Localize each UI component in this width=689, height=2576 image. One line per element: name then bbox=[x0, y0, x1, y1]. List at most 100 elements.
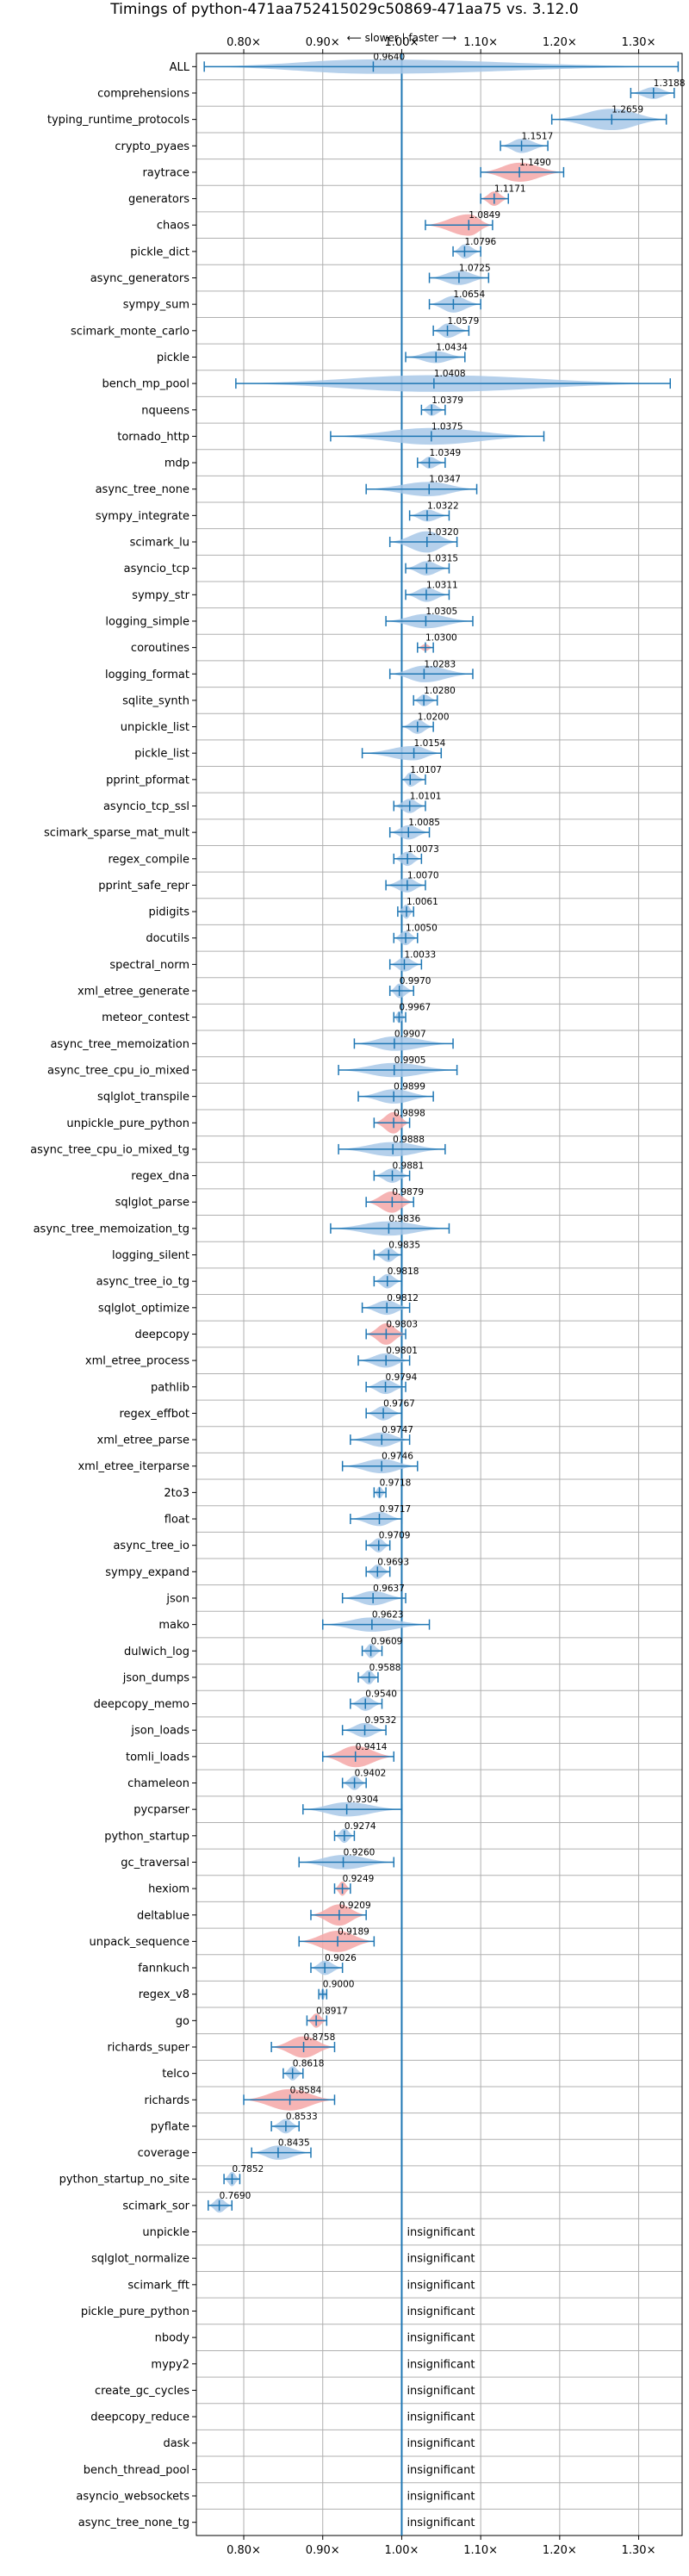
benchmark-label: logging_simple bbox=[105, 615, 189, 628]
benchmark-label: regex_compile bbox=[108, 853, 189, 866]
benchmark-label: bench_mp_pool bbox=[102, 378, 189, 391]
benchmark-label: sqlglot_transpile bbox=[97, 1091, 189, 1104]
benchmark-label: regex_effbot bbox=[119, 1408, 189, 1421]
value-label: 0.9970 bbox=[400, 976, 431, 986]
benchmark-label: pycparser bbox=[133, 1804, 189, 1817]
benchmark-label: mypy2 bbox=[151, 2358, 189, 2371]
value-label: 0.9026 bbox=[325, 1953, 357, 1963]
benchmark-label: typing_runtime_protocols bbox=[47, 114, 189, 127]
benchmark-label: fannkuch bbox=[138, 1963, 189, 1976]
value-label: 0.9637 bbox=[373, 1584, 405, 1594]
value-label: 0.9835 bbox=[388, 1241, 420, 1251]
value-label: 1.0280 bbox=[424, 686, 456, 696]
benchmark-label: async_tree_none_tg bbox=[78, 2517, 189, 2529]
benchmark-label: asyncio_tcp bbox=[124, 563, 189, 576]
value-label: 0.9000 bbox=[323, 1980, 355, 1990]
value-label: 1.1171 bbox=[494, 184, 526, 195]
value-label: 1.0050 bbox=[406, 924, 438, 934]
value-label: 0.9879 bbox=[392, 1187, 424, 1198]
benchmark-label: unpack_sequence bbox=[89, 1936, 189, 1949]
benchmark-label: asyncio_tcp_ssl bbox=[103, 800, 189, 813]
value-label: 1.0283 bbox=[424, 659, 456, 669]
benchmark-label: json_dumps bbox=[122, 1671, 189, 1684]
x-tick-label-top: 1.00× bbox=[385, 36, 419, 49]
benchmark-label: comprehensions bbox=[97, 87, 189, 100]
benchmark-label: deepcopy_reduce bbox=[90, 2411, 189, 2424]
value-label: 0.8584 bbox=[290, 2085, 322, 2095]
value-label: 0.9588 bbox=[369, 1663, 401, 1673]
value-label: 0.9881 bbox=[393, 1161, 425, 1172]
benchmark-label: ALL bbox=[170, 61, 190, 74]
value-label: 0.9905 bbox=[394, 1055, 426, 1066]
value-label: 1.0085 bbox=[408, 818, 440, 828]
x-tick-label-top: 1.10× bbox=[463, 36, 498, 49]
benchmark-label: pprint_safe_repr bbox=[98, 880, 189, 893]
benchmark-label: async_generators bbox=[90, 272, 190, 285]
value-label: 0.7852 bbox=[232, 2164, 264, 2175]
value-label: 0.9209 bbox=[339, 1901, 371, 1911]
value-label: 1.0311 bbox=[426, 580, 458, 590]
value-label: 0.9402 bbox=[355, 1769, 387, 1779]
benchmark-label: python_startup bbox=[104, 1830, 189, 1843]
value-label: 1.0849 bbox=[469, 210, 500, 221]
value-label: 1.0061 bbox=[407, 897, 438, 907]
benchmark-label: crypto_pyaes bbox=[115, 140, 189, 153]
insignificant-label: insignificant bbox=[407, 2358, 475, 2371]
value-label: 0.9747 bbox=[382, 1425, 413, 1435]
value-label: 1.0154 bbox=[414, 738, 446, 749]
x-tick-label-bottom: 1.30× bbox=[622, 2544, 656, 2557]
benchmark-label: 2to3 bbox=[164, 1487, 189, 1500]
benchmark-label: logging_silent bbox=[112, 1249, 189, 1262]
benchmark-label: chameleon bbox=[127, 1777, 189, 1790]
value-label: 1.0349 bbox=[429, 448, 461, 458]
value-label: 0.9767 bbox=[383, 1398, 415, 1409]
value-label: 0.9640 bbox=[373, 52, 405, 62]
benchmark-label: scimark_monte_carlo bbox=[71, 325, 189, 338]
value-label: 1.0315 bbox=[426, 554, 458, 564]
benchmark-label: tornado_http bbox=[117, 431, 189, 444]
benchmark-label: scimark_sor bbox=[122, 2200, 189, 2212]
x-tick-label-bottom: 0.90× bbox=[306, 2544, 340, 2557]
insignificant-label: insignificant bbox=[407, 2332, 475, 2345]
benchmark-label: docutils bbox=[146, 932, 189, 945]
insignificant-label: insignificant bbox=[407, 2464, 475, 2477]
insignificant-label: insignificant bbox=[407, 2305, 475, 2318]
value-label: 1.0654 bbox=[453, 289, 485, 300]
benchmark-label: async_tree_memoization_tg bbox=[34, 1223, 189, 1235]
benchmark-label: sympy_str bbox=[132, 589, 189, 602]
benchmark-label: pprint_pformat bbox=[106, 774, 189, 787]
insignificant-label: insignificant bbox=[407, 2279, 475, 2292]
value-label: 1.0434 bbox=[436, 342, 468, 352]
value-label: 0.9540 bbox=[365, 1689, 397, 1700]
value-label: 1.0320 bbox=[427, 527, 459, 538]
benchmark-label: pickle_dict bbox=[130, 246, 189, 258]
benchmark-label: mako bbox=[158, 1619, 189, 1632]
benchmark-label: sqlglot_parse bbox=[115, 1197, 189, 1210]
value-label: 0.9532 bbox=[365, 1715, 397, 1726]
value-label: 0.9888 bbox=[393, 1135, 425, 1145]
x-tick-label-top: 1.20× bbox=[543, 36, 577, 49]
value-label: 0.9304 bbox=[347, 1795, 379, 1805]
value-label: 0.8533 bbox=[286, 2112, 318, 2122]
value-label: 1.0101 bbox=[410, 791, 442, 801]
benchmark-label: coverage bbox=[138, 2147, 189, 2160]
value-label: 0.9414 bbox=[356, 1742, 388, 1752]
insignificant-label: insignificant bbox=[407, 2411, 475, 2424]
insignificant-label: insignificant bbox=[407, 2517, 475, 2529]
benchmark-label: dask bbox=[163, 2437, 189, 2450]
value-label: 1.0070 bbox=[407, 870, 439, 880]
x-tick-label-bottom: 0.80× bbox=[227, 2544, 261, 2557]
benchmark-label: pickle_list bbox=[134, 748, 189, 761]
value-label: 0.7690 bbox=[220, 2191, 251, 2201]
benchmark-label: xml_etree_generate bbox=[78, 986, 189, 999]
benchmark-label: hexiom bbox=[148, 1883, 189, 1896]
value-label: 1.1517 bbox=[522, 131, 554, 141]
benchmark-label: telco bbox=[162, 2068, 189, 2081]
benchmark-label: create_gc_cycles bbox=[95, 2385, 189, 2398]
value-label: 0.8758 bbox=[304, 2032, 336, 2043]
value-label: 0.9609 bbox=[371, 1636, 403, 1646]
benchmark-label: mdp bbox=[164, 457, 189, 470]
benchmark-label: deepcopy_memo bbox=[94, 1698, 189, 1711]
insignificant-label: insignificant bbox=[407, 2226, 475, 2239]
